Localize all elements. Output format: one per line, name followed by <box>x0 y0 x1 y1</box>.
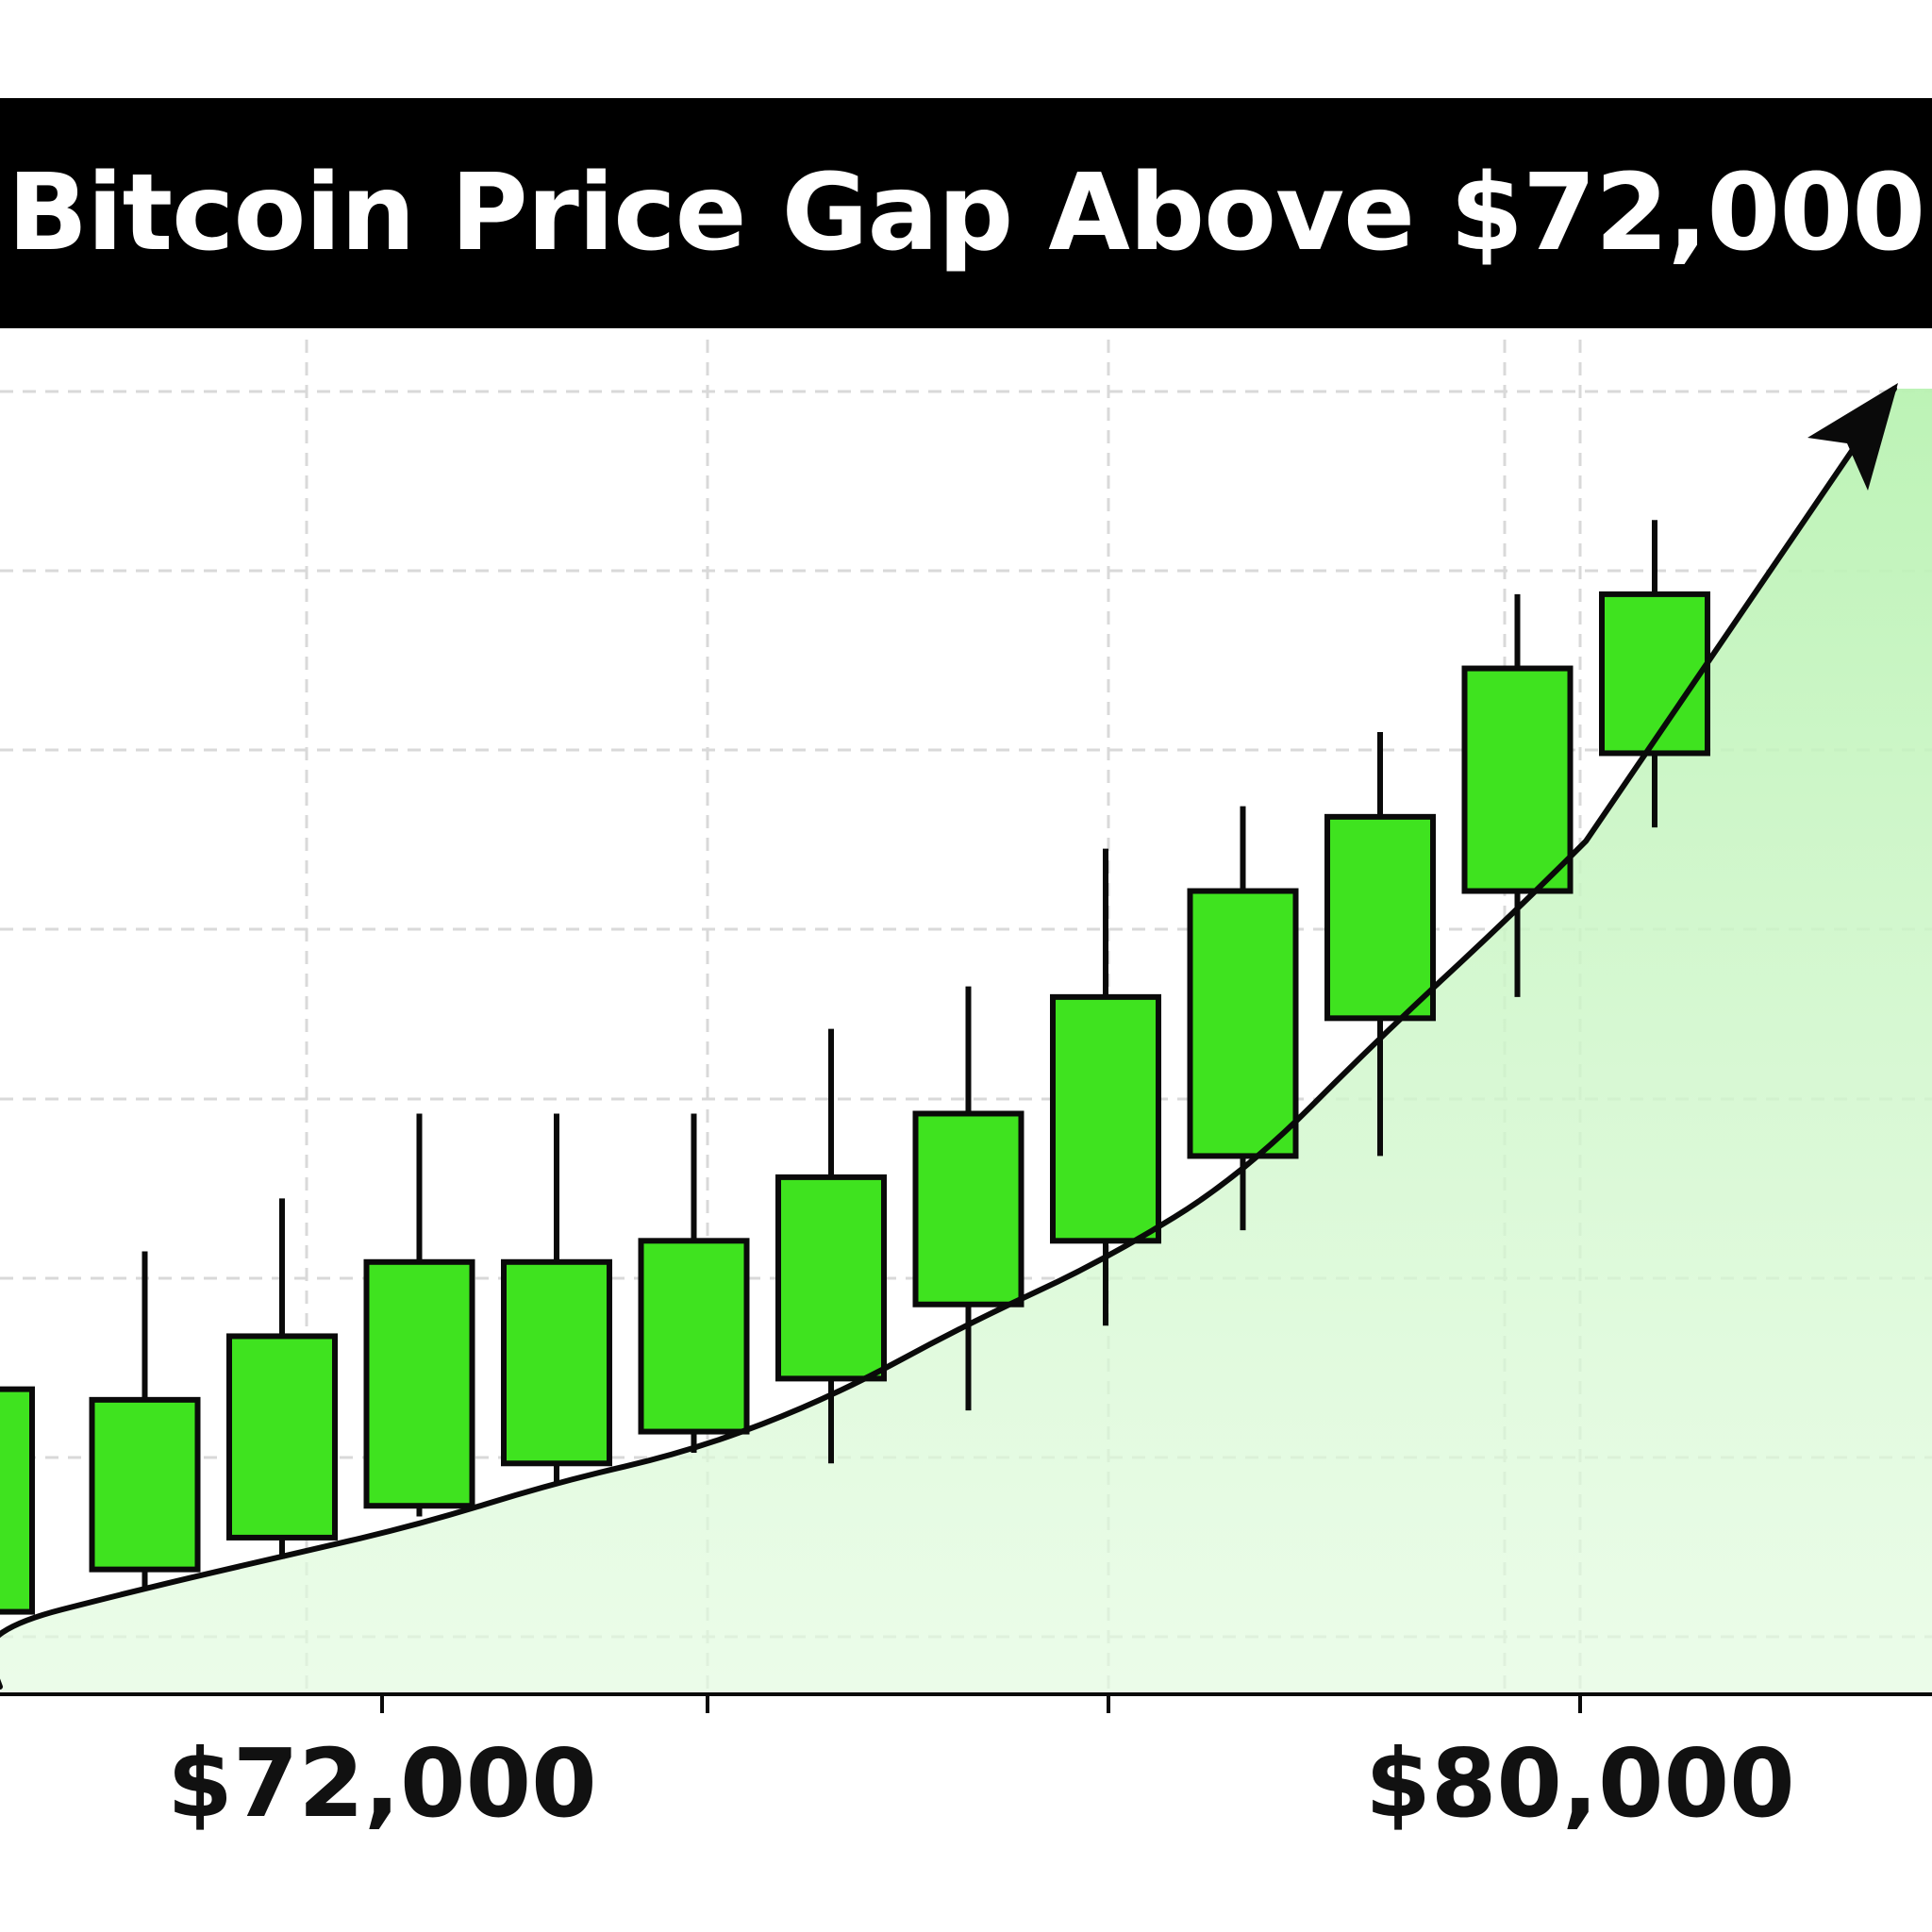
candle-body <box>912 1110 1024 1307</box>
candle-body <box>1599 591 1710 757</box>
trend-line <box>0 386 1897 1690</box>
candle <box>1050 848 1161 1326</box>
x-axis-labels: $72,000 $80,000 <box>167 1728 1794 1839</box>
candle <box>0 1386 35 1615</box>
trend-arrow-head <box>1807 383 1898 491</box>
candle <box>638 1113 750 1454</box>
x-tick-label: $80,000 <box>1365 1728 1794 1839</box>
candle-body <box>1324 813 1436 1022</box>
candle <box>912 986 1024 1411</box>
candle-body <box>363 1258 475 1509</box>
candle <box>1461 593 1574 997</box>
candle <box>1324 731 1436 1157</box>
x-tick-label: $72,000 <box>167 1728 596 1839</box>
candle-body <box>89 1396 201 1573</box>
candle <box>1187 806 1299 1231</box>
candle-body <box>0 1386 35 1615</box>
candle <box>363 1113 475 1517</box>
x-axis-ticks <box>380 1694 1582 1713</box>
candle <box>501 1113 612 1485</box>
candle-body <box>226 1333 338 1541</box>
candle-body <box>638 1238 750 1435</box>
candle-body <box>501 1258 612 1467</box>
candles <box>0 520 1710 1615</box>
candle-body <box>1187 888 1299 1159</box>
candle <box>89 1251 201 1591</box>
title-bar: Bitcoin Price Gap Above $72,000 <box>0 98 1932 328</box>
candle <box>775 1028 887 1464</box>
candle <box>1599 520 1710 828</box>
candle-body <box>1461 665 1574 894</box>
candle <box>226 1198 338 1559</box>
candle-body <box>775 1174 887 1382</box>
candle-body <box>1050 993 1161 1244</box>
chart-title: Bitcoin Price Gap Above $72,000 <box>7 152 1925 275</box>
price-area <box>0 389 1932 1694</box>
